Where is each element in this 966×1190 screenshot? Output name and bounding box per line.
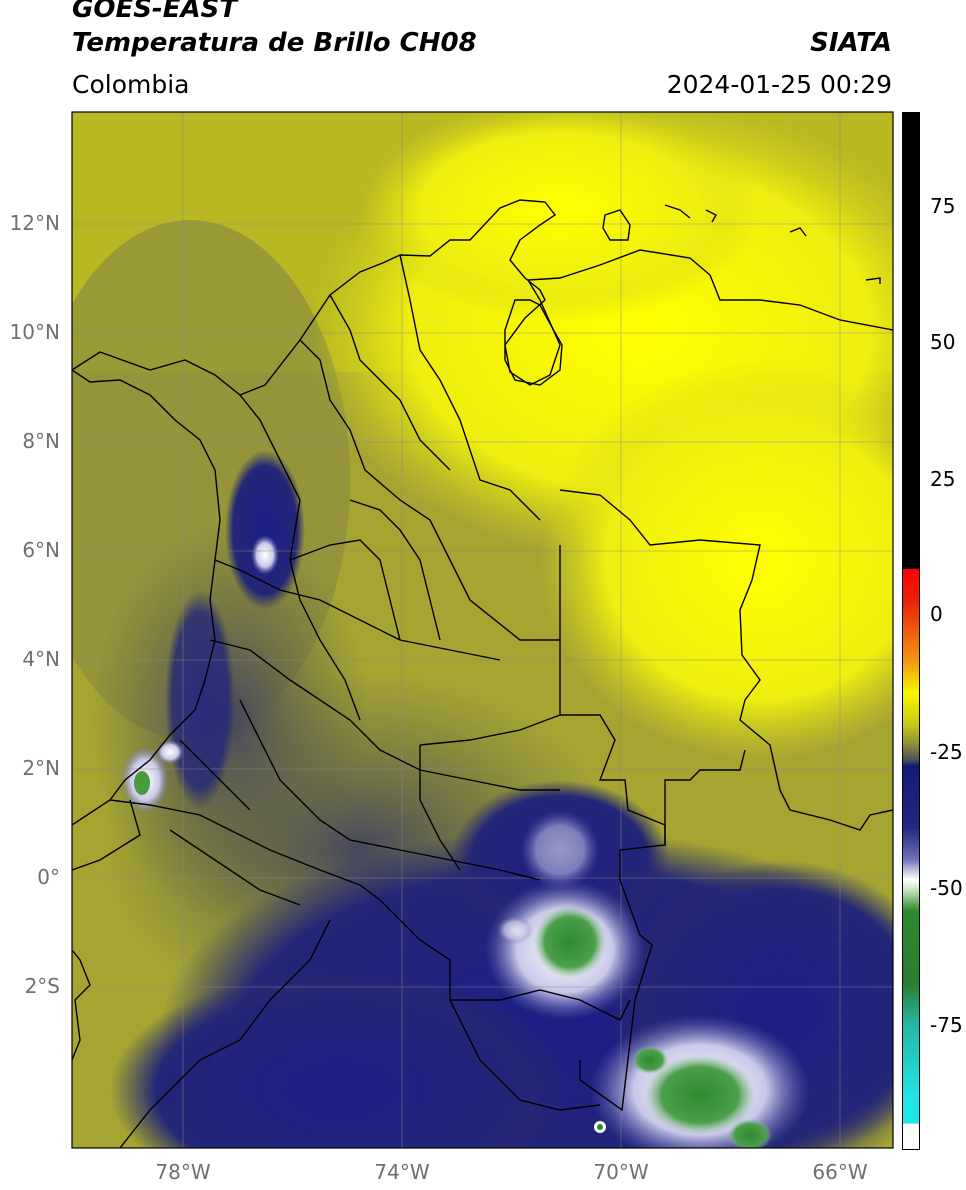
colorbar-tick-neg75: -75	[930, 1013, 963, 1037]
colorbar	[902, 112, 920, 1150]
lat-label-2s: 2°S	[24, 974, 60, 998]
lat-label-6n: 6°N	[22, 538, 60, 562]
title-product: Temperatura de Brillo CH08	[72, 28, 477, 58]
lat-label-12n: 12°N	[9, 211, 60, 235]
map-field	[72, 112, 893, 1148]
colorbar-tick-neg50: -50	[930, 876, 963, 900]
lat-label-2n: 2°N	[22, 756, 60, 780]
lat-label-10n: 10°N	[9, 320, 60, 344]
lon-label-74w: 74°W	[374, 1160, 430, 1184]
lat-label-0: 0°	[37, 865, 60, 889]
lon-label-70w: 70°W	[593, 1160, 649, 1184]
agency-label: SIATA	[810, 28, 892, 58]
map-frame	[71, 111, 894, 1149]
boundaries	[72, 199, 893, 1148]
lon-label-78w: 78°W	[155, 1160, 211, 1184]
colorbar-tick-25: 25	[930, 467, 956, 491]
graticule	[72, 112, 893, 1148]
title-satellite: GOES-EAST	[72, 0, 238, 24]
lat-label-8n: 8°N	[22, 429, 60, 453]
datetime-label: 2024-01-25 00:29	[666, 70, 892, 99]
lat-label-4n: 4°N	[22, 647, 60, 671]
colorbar-tick-0: 0	[930, 602, 943, 626]
colorbar-tick-50: 50	[930, 330, 956, 354]
subtitle-region: Colombia	[72, 70, 190, 99]
colorbar-tick-75: 75	[930, 194, 956, 218]
lon-label-66w: 66°W	[812, 1160, 868, 1184]
colorbar-tick-neg25: -25	[930, 740, 963, 764]
